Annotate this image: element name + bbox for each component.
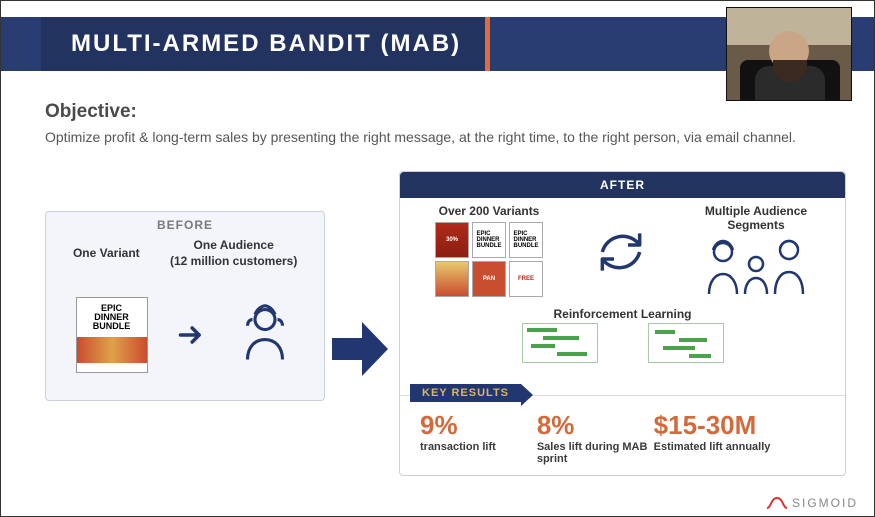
kr-value: $15-30M [654, 410, 831, 441]
before-variant-label: One Variant [61, 246, 151, 262]
kr-label: Sales lift during MAB sprint [537, 441, 648, 465]
kr-value: 9% [420, 410, 531, 441]
before-audience-label: One Audience (12 million customers) [159, 238, 309, 269]
big-arrow-icon [325, 221, 395, 476]
key-results-tag: KEY RESULTS [410, 384, 521, 402]
variant-tile [435, 261, 469, 297]
rl-label: Reinforcement Learning [414, 307, 831, 321]
variants-grid: 30% EPICDINNERBUNDLE EPICDINNERBUNDLE PA… [414, 222, 564, 297]
epic-bundle-card: EPIC DINNER BUNDLE [76, 297, 148, 373]
before-audience-label-line1: One Audience [194, 238, 274, 252]
title-bar-inner: MULTI-ARMED BANDIT (MAB) [41, 17, 490, 71]
kr-item: 9% transaction lift [414, 410, 531, 465]
main-content: BEFORE One Variant One Audience (12 mill… [45, 171, 846, 476]
kr-label: transaction lift [420, 441, 531, 453]
after-header: AFTER [400, 172, 845, 198]
objective-heading: Objective: [45, 101, 830, 123]
audience-column: Multiple Audience Segments [681, 204, 831, 305]
brand-logo: SIGMOID [766, 496, 858, 510]
variant-tile: PAN [472, 261, 506, 297]
kr-value: 8% [537, 410, 648, 441]
kr-item: $15-30M Estimated lift annually [648, 410, 831, 465]
objective-text: Optimize profit & long-term sales by pre… [45, 129, 830, 145]
audience-label: Multiple Audience Segments [681, 204, 831, 232]
gantt-chart-icon [648, 323, 724, 363]
kr-item: 8% Sales lift during MAB sprint [531, 410, 648, 465]
after-panel: AFTER Over 200 Variants 30% EPICDINNERBU… [399, 171, 846, 476]
variants-label: Over 200 Variants [414, 204, 564, 218]
before-header: BEFORE [46, 212, 324, 238]
before-audience-label-line2: (12 million customers) [170, 254, 297, 268]
variant-tile: FREE [509, 261, 543, 297]
variants-column: Over 200 Variants 30% EPICDINNERBUNDLE E… [414, 204, 564, 297]
variant-tile: EPICDINNERBUNDLE [509, 222, 543, 258]
variant-tile: 30% [435, 222, 469, 258]
rl-section: Reinforcement Learning [414, 307, 831, 363]
arrow-right-icon [177, 321, 205, 349]
kr-label: Estimated lift annually [654, 441, 831, 453]
brand-name: SIGMOID [792, 496, 858, 510]
key-results-row: KEY RESULTS 9% transaction lift 8% Sales… [400, 395, 845, 475]
before-panel: BEFORE One Variant One Audience (12 mill… [45, 211, 325, 401]
cycle-icon [593, 224, 653, 285]
person-icon [235, 302, 295, 367]
variant-tile: EPICDINNERBUNDLE [472, 222, 506, 258]
family-icon [681, 236, 831, 305]
objective-section: Objective: Optimize profit & long-term s… [45, 101, 830, 145]
gantt-chart-icon [522, 323, 598, 363]
slide-title: MULTI-ARMED BANDIT (MAB) [71, 30, 461, 58]
presenter-webcam [726, 7, 852, 101]
